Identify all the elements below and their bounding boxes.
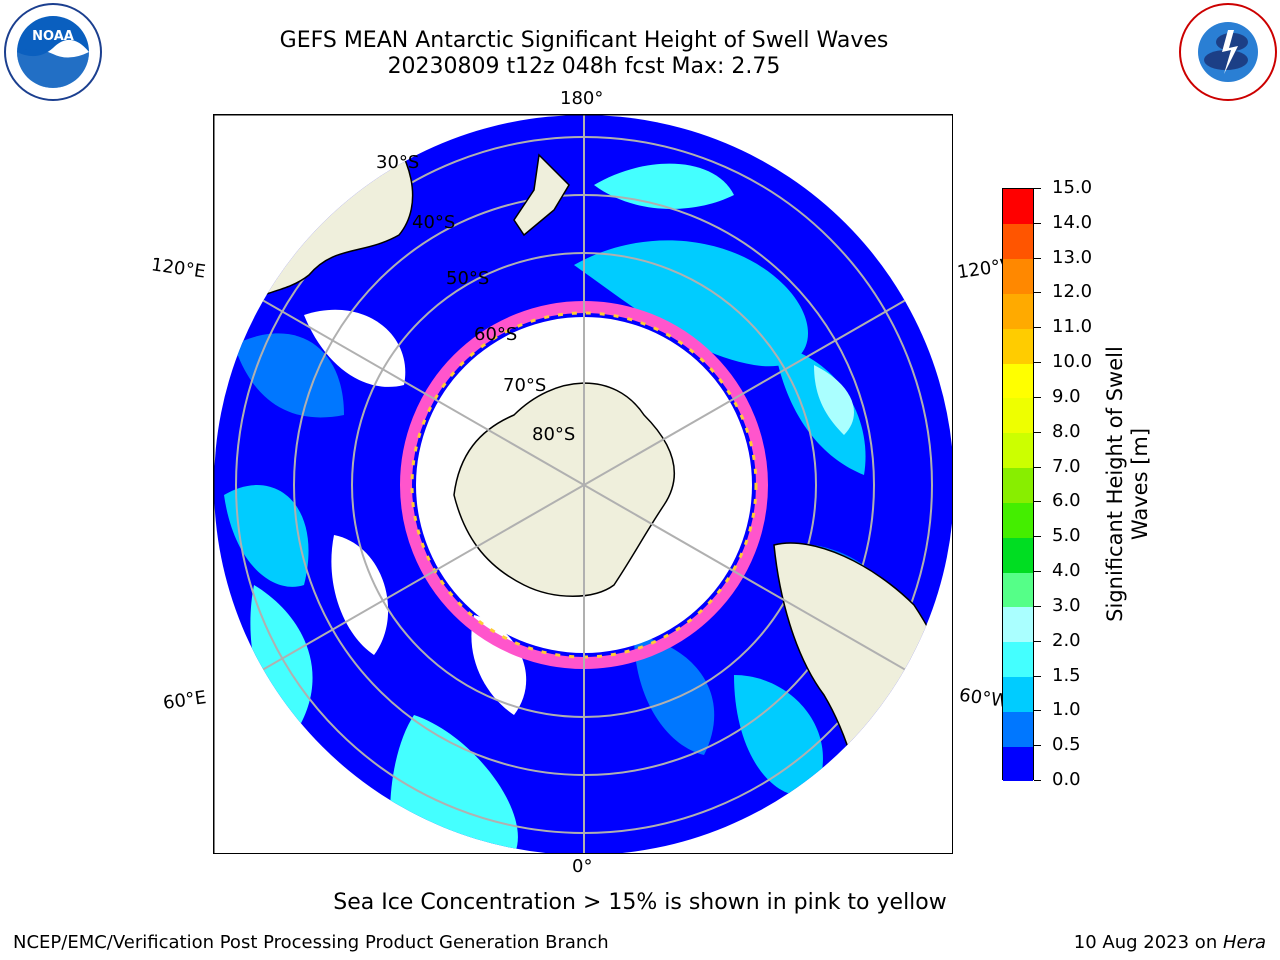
colorbar-label: Significant Height of Swell Waves [m] <box>1103 346 1152 622</box>
colorbar-segment <box>1003 397 1033 434</box>
colorbar-tick-mark <box>1034 292 1041 294</box>
colorbar-tick-label: 15.0 <box>1052 177 1093 198</box>
footer-host: Hera <box>1222 932 1266 953</box>
lon-label-0: 0° <box>572 856 593 877</box>
footer-credit: NCEP/EMC/Verification Post Processing Pr… <box>13 932 609 953</box>
colorbar-tick-mark <box>1034 536 1041 538</box>
colorbar-segment <box>1003 641 1033 678</box>
colorbar-tick-mark <box>1034 362 1041 364</box>
footer-date-text: 10 Aug 2023 on <box>1073 932 1223 953</box>
africa-land <box>214 761 300 853</box>
antarctica-land <box>453 382 676 597</box>
colorbar-tick-mark <box>1034 327 1041 329</box>
colorbar-segment <box>1003 432 1033 469</box>
chart-title: GEFS MEAN Antarctic Significant Height o… <box>279 28 889 53</box>
colorbar-tick-mark <box>1034 501 1041 503</box>
colorbar-tick-label: 14.0 <box>1052 211 1093 233</box>
colorbar-tick-label: 0.5 <box>1052 734 1081 756</box>
colorbar-tick-mark <box>1034 640 1041 642</box>
nws-logo <box>1179 3 1277 101</box>
sea-ice-note: Sea Ice Concentration > 15% is shown in … <box>333 890 947 915</box>
colorbar-tick-mark <box>1034 745 1041 747</box>
colorbar-segment <box>1003 746 1033 782</box>
lon-label-180: 180° <box>560 88 604 109</box>
colorbar-tick-label: 12.0 <box>1052 281 1093 303</box>
colorbar-segment <box>1003 676 1033 712</box>
colorbar-segment <box>1003 189 1033 225</box>
lat-label-60s: 60°S <box>474 324 518 345</box>
lat-label-30s: 30°S <box>376 152 420 173</box>
colorbar-tick-label: 5.0 <box>1052 525 1081 547</box>
new-zealand-land <box>513 153 570 237</box>
colorbar <box>1002 188 1034 782</box>
colorbar-segment <box>1003 328 1033 364</box>
colorbar-tick-label: 2.0 <box>1052 629 1081 651</box>
colorbar-tick-label: 6.0 <box>1052 490 1081 512</box>
colorbar-tick-mark <box>1034 257 1041 259</box>
colorbar-tick-label: 1.5 <box>1052 664 1081 686</box>
footer-date: 10 Aug 2023 on Hera <box>1074 932 1266 953</box>
lat-label-40s: 40°S <box>412 212 456 233</box>
colorbar-tick-mark <box>1034 780 1041 781</box>
colorbar-segment <box>1003 537 1033 573</box>
colorbar-tick-label: 1.0 <box>1052 699 1081 721</box>
lat-label-80s: 80°S <box>532 424 576 445</box>
colorbar-tick-label: 13.0 <box>1052 246 1093 268</box>
colorbar-tick-mark <box>1034 710 1041 712</box>
colorbar-segment <box>1003 502 1033 538</box>
colorbar-tick-mark <box>1034 675 1041 677</box>
noaa-logo: NOAA <box>4 3 102 101</box>
colorbar-tick-mark <box>1034 188 1041 189</box>
colorbar-segment <box>1003 467 1033 503</box>
colorbar-tick-mark <box>1034 431 1041 433</box>
lon-label-120e: 120°E <box>149 254 207 283</box>
map-panel <box>213 114 953 854</box>
lat-label-70s: 70°S <box>503 375 547 396</box>
colorbar-tick-label: 8.0 <box>1052 420 1081 442</box>
colorbar-segment <box>1003 223 1033 260</box>
colorbar-tick-label: 4.0 <box>1052 560 1081 582</box>
colorbar-tick-mark <box>1034 222 1041 224</box>
colorbar-tick-mark <box>1034 466 1041 468</box>
colorbar-tick-label: 0.0 <box>1052 769 1081 790</box>
lat-label-50s: 50°S <box>446 268 490 289</box>
colorbar-segment <box>1003 572 1033 608</box>
colorbar-tick-label: 9.0 <box>1052 385 1081 407</box>
chart-subtitle-run-info: 20230809 t12z 048h fcst Max: 2.75 <box>387 54 781 79</box>
colorbar-segment <box>1003 711 1033 747</box>
colorbar-segment <box>1003 363 1033 399</box>
colorbar-tick-mark <box>1034 571 1041 573</box>
colorbar-tick-label: 7.0 <box>1052 455 1081 477</box>
colorbar-tick-label: 11.0 <box>1052 316 1093 338</box>
colorbar-segment <box>1003 606 1033 643</box>
colorbar-segment <box>1003 293 1033 329</box>
colorbar-tick-mark <box>1034 605 1041 607</box>
colorbar-tick-label: 10.0 <box>1052 351 1093 373</box>
lon-label-60e: 60°E <box>161 687 208 714</box>
colorbar-segment <box>1003 258 1033 294</box>
colorbar-tick-label: 3.0 <box>1052 594 1081 616</box>
colorbar-tick-mark <box>1034 396 1041 398</box>
svg-text:NOAA: NOAA <box>32 29 74 44</box>
polar-map <box>214 115 952 853</box>
